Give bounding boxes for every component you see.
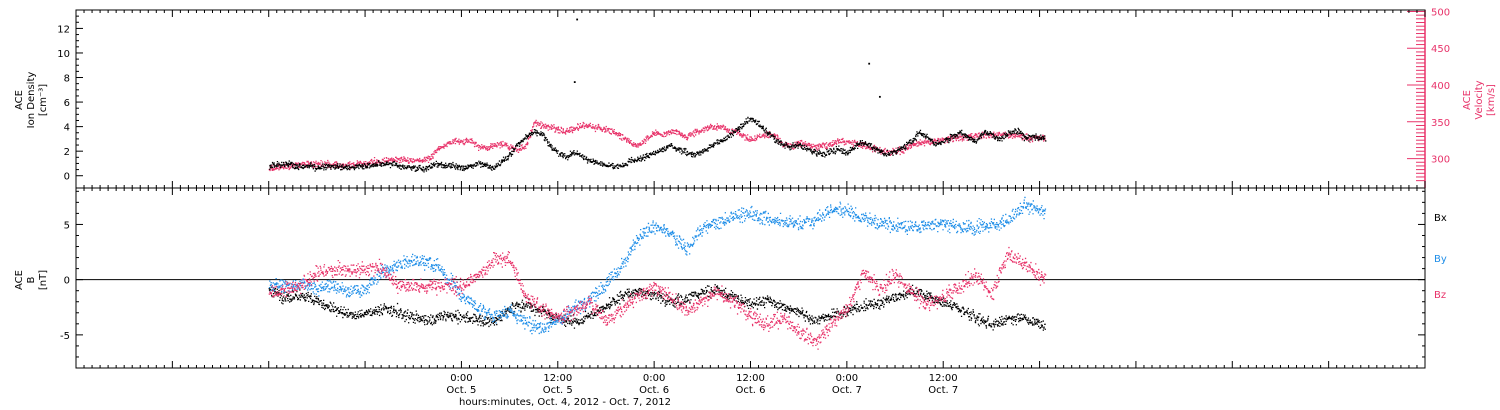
legend-bx: Bx bbox=[1434, 213, 1447, 224]
x-tick-time-label: 0:00 bbox=[450, 373, 472, 384]
x-tick-time-label: 12:00 bbox=[929, 373, 958, 384]
x-tick-time-label: 12:00 bbox=[736, 373, 765, 384]
x-tick-date-label: Oct. 5 bbox=[446, 385, 476, 396]
density-tick-label: 10 bbox=[57, 49, 70, 60]
x-tick-date-label: Oct. 6 bbox=[639, 385, 669, 396]
b-by-series-points bbox=[269, 196, 1047, 335]
density-tick-label: 8 bbox=[64, 74, 70, 85]
x-tick-date-label: Oct. 6 bbox=[735, 385, 765, 396]
x-tick-time-label: 0:00 bbox=[836, 373, 858, 384]
density-axis-title: ACE bbox=[14, 90, 25, 110]
velocity-axis-title: ACE bbox=[1462, 90, 1473, 110]
x-tick-date-label: Oct. 7 bbox=[928, 385, 958, 396]
velocity-tick-label: 350 bbox=[1431, 118, 1450, 129]
density-axis-title: [cm⁻³] bbox=[38, 84, 49, 116]
velocity-axis-title: [km/s] bbox=[1486, 84, 1497, 116]
b-tick-label: 5 bbox=[64, 220, 70, 231]
velocity-series bbox=[268, 119, 1046, 172]
density-tick-label: 6 bbox=[64, 98, 70, 109]
legend-bz: Bz bbox=[1434, 290, 1446, 301]
density-outlier-point bbox=[576, 18, 579, 21]
b-tick-label: 0 bbox=[64, 276, 70, 287]
b-axis-title: [nT] bbox=[38, 270, 49, 290]
x-axis-label: hours:minutes, Oct. 4, 2012 - Oct. 7, 20… bbox=[459, 397, 671, 408]
x-tick-time-label: 12:00 bbox=[543, 373, 572, 384]
velocity-tick-label: 400 bbox=[1431, 81, 1450, 92]
density-outlier-point bbox=[868, 62, 871, 65]
velocity-tick-label: 500 bbox=[1431, 7, 1450, 18]
ion-density-series-points bbox=[269, 116, 1047, 173]
density-axis-title: Ion Density bbox=[26, 72, 37, 129]
b-bz-series bbox=[268, 246, 1047, 350]
b-bz-series-points bbox=[268, 246, 1047, 350]
b-tick-label: -5 bbox=[60, 331, 70, 342]
density-tick-label: 12 bbox=[57, 24, 70, 35]
density-tick-label: 2 bbox=[64, 147, 70, 158]
x-tick-date-label: Oct. 5 bbox=[543, 385, 573, 396]
density-outlier-point bbox=[878, 95, 881, 98]
density-tick-label: 0 bbox=[64, 172, 70, 183]
x-tick-time-label: 0:00 bbox=[643, 373, 665, 384]
density-tick-label: 4 bbox=[64, 123, 70, 134]
velocity-tick-label: 300 bbox=[1431, 155, 1450, 166]
ion-density-series bbox=[269, 116, 1047, 173]
velocity-tick-label: 450 bbox=[1431, 44, 1450, 55]
legend-by: By bbox=[1434, 254, 1447, 265]
b-by-series bbox=[269, 196, 1047, 335]
b-axis-title: ACE bbox=[14, 270, 25, 290]
velocity-axis-title: Velocity bbox=[1474, 80, 1485, 119]
velocity-series-points bbox=[268, 119, 1046, 172]
b-axis-title: B bbox=[26, 276, 37, 283]
x-tick-date-label: Oct. 7 bbox=[832, 385, 862, 396]
density-outlier-point bbox=[573, 81, 576, 83]
